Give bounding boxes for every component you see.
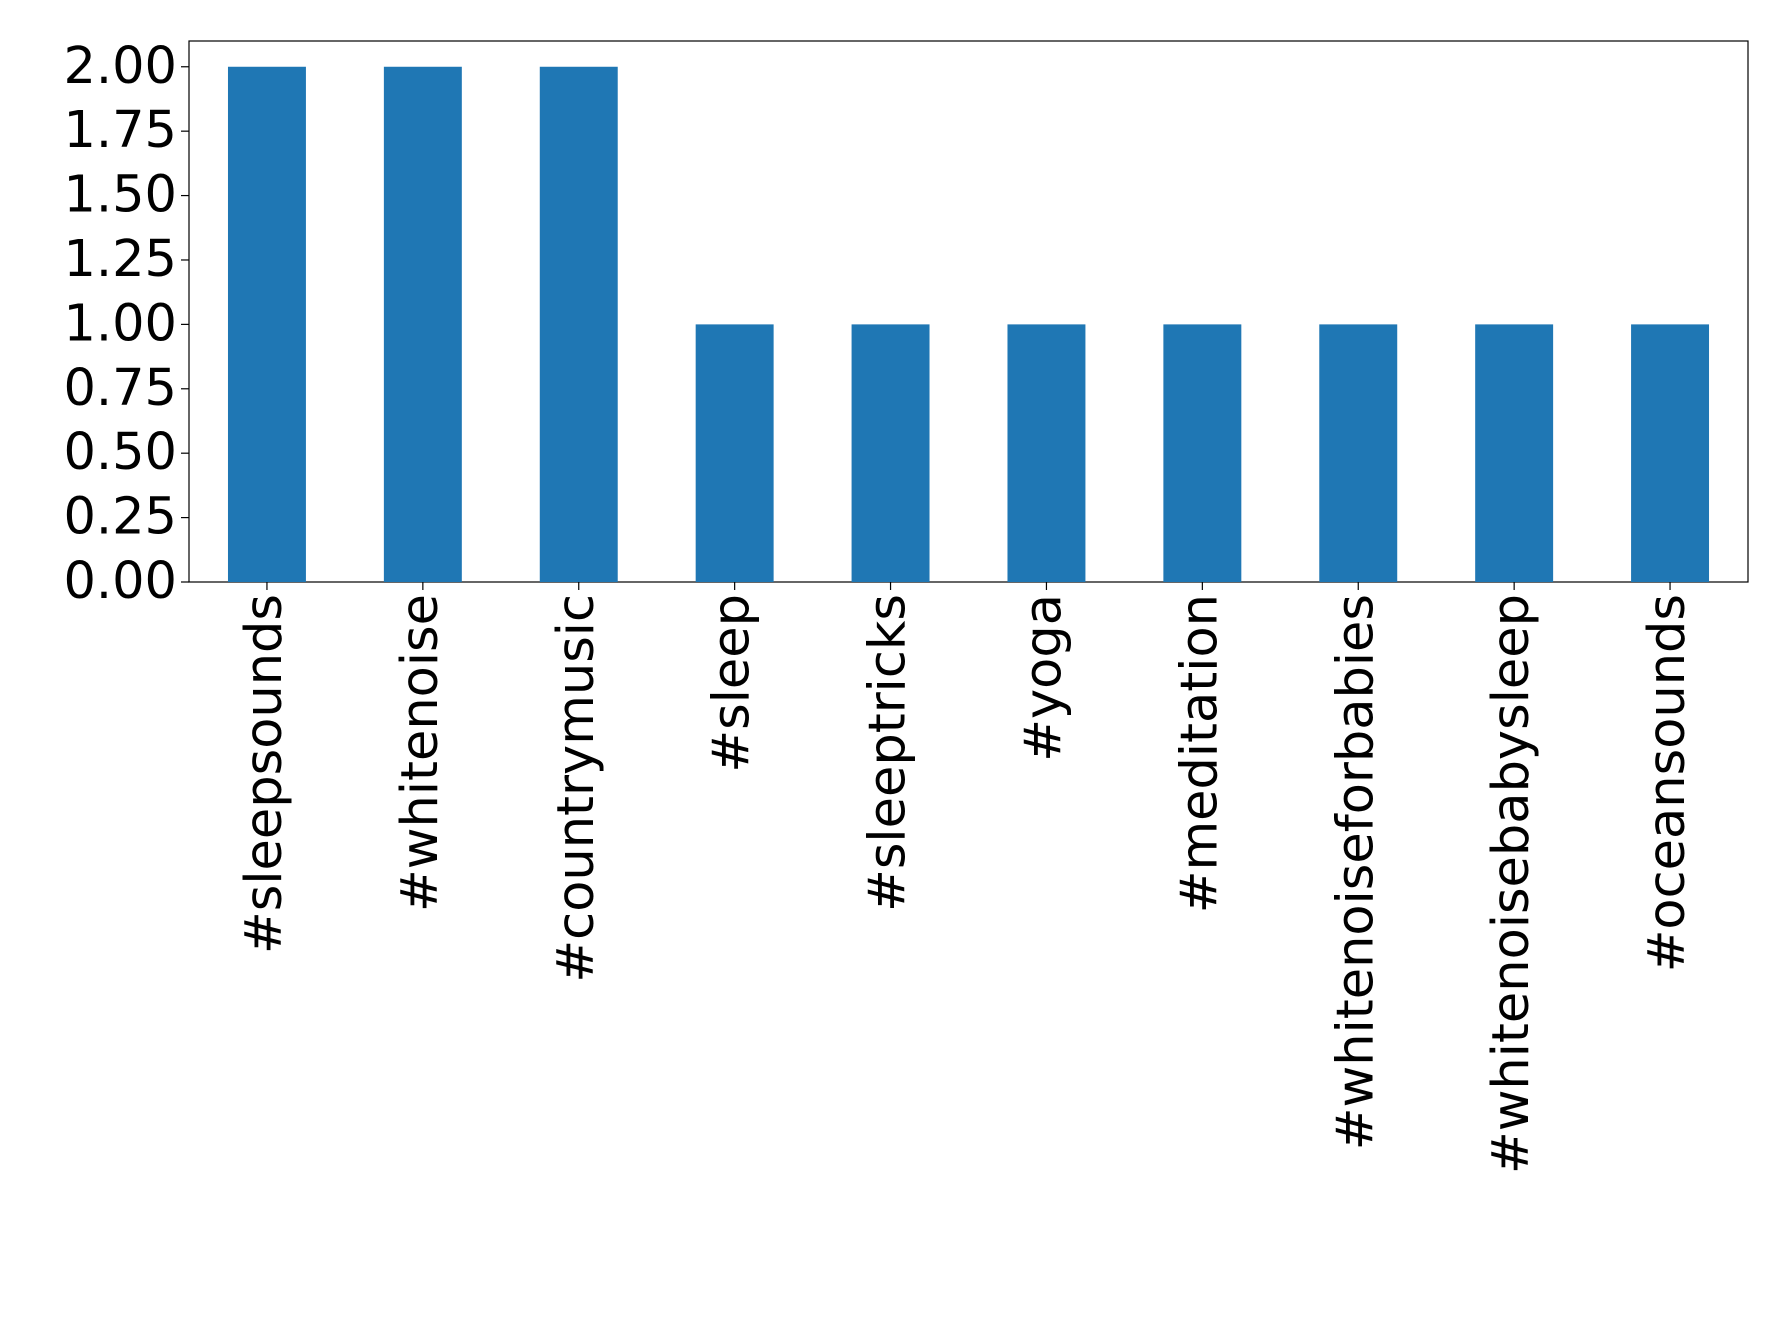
bar <box>1163 324 1242 582</box>
x-tick-label: #meditation <box>1170 594 1229 913</box>
x-tick-label: #whitenoisebabysleep <box>1482 594 1541 1174</box>
x-tick-label: #sleep <box>703 594 762 773</box>
y-tick-label: 0.50 <box>63 423 177 482</box>
y-tick-label: 0.00 <box>63 552 177 611</box>
y-tick-label: 1.75 <box>63 101 177 160</box>
bar <box>1319 324 1398 582</box>
bar <box>1475 324 1554 582</box>
y-tick-label: 0.25 <box>63 488 177 547</box>
y-tick-label: 1.50 <box>63 166 177 225</box>
bar <box>851 324 930 582</box>
bar <box>1007 324 1086 582</box>
x-tick-label: #whitenoiseforbabies <box>1326 594 1385 1150</box>
x-tick-label: #whitenoise <box>391 594 450 912</box>
x-tick-label: #sleeptricks <box>859 594 918 912</box>
y-tick-label: 2.00 <box>63 37 177 96</box>
bar <box>539 66 618 582</box>
y-tick-label: 0.75 <box>63 359 177 418</box>
bar <box>383 66 462 582</box>
bar <box>227 66 306 582</box>
bar <box>1631 324 1710 582</box>
x-tick-label: #countrymusic <box>547 594 606 983</box>
x-tick-label: #oceansounds <box>1638 594 1697 972</box>
y-tick-label: 1.00 <box>63 294 177 353</box>
y-tick-label: 1.25 <box>63 230 177 289</box>
x-tick-label: #yoga <box>1014 594 1073 762</box>
x-tick-label: #sleepsounds <box>235 594 294 954</box>
plot-frame <box>188 40 1749 583</box>
bar <box>695 324 774 582</box>
